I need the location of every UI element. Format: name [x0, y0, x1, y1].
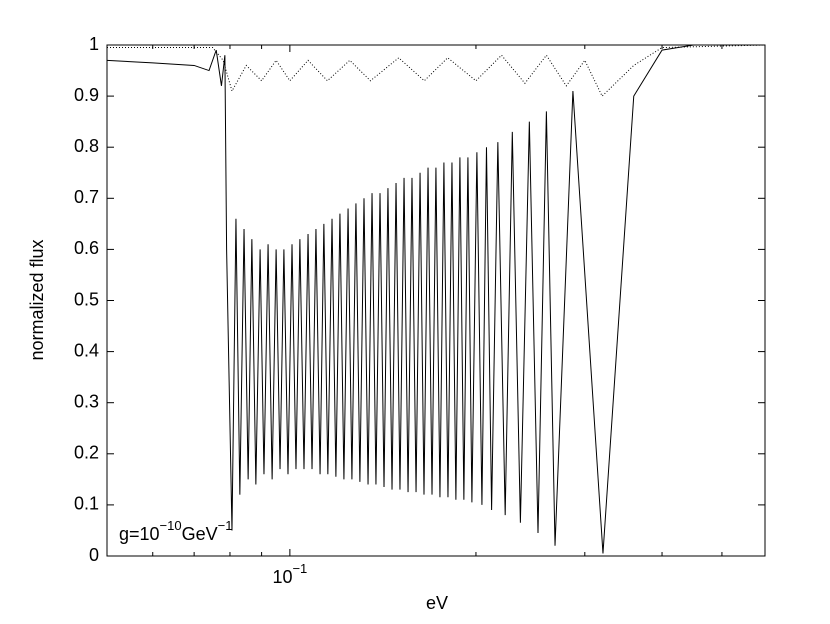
annotation-unit-exp: −1: [218, 518, 233, 533]
y-tick-label: 0.3: [74, 391, 99, 411]
y-tick-label: 0.6: [74, 238, 99, 258]
y-axis-label: normalized flux: [27, 239, 47, 360]
annotation-unit: GeV: [182, 524, 218, 544]
plot-frame: [106, 44, 766, 557]
y-tick-label: 0.2: [74, 443, 99, 463]
y-tick-label: 0: [89, 545, 99, 565]
annotation-base: g=10: [119, 524, 160, 544]
y-tick-label: 0.7: [74, 187, 99, 207]
annotation-exp: −10: [160, 518, 182, 533]
y-tick-label: 1: [89, 34, 99, 54]
x-tick-exp: −1: [292, 561, 307, 576]
series-line: [107, 44, 766, 97]
y-tick-label: 0.9: [74, 85, 99, 105]
y-tick-label: 0.8: [74, 136, 99, 156]
y-tick-label: 0.4: [74, 340, 99, 360]
x-tick-base: 10: [272, 567, 292, 587]
y-tick-label: 0.1: [74, 494, 99, 514]
annotation: g=10−10GeV−1: [119, 518, 232, 543]
series-line: [106, 44, 765, 554]
x-tick-label: 10−1: [272, 561, 307, 586]
x-axis-label: eV: [426, 593, 448, 613]
y-tick-label: 0.5: [74, 289, 99, 309]
